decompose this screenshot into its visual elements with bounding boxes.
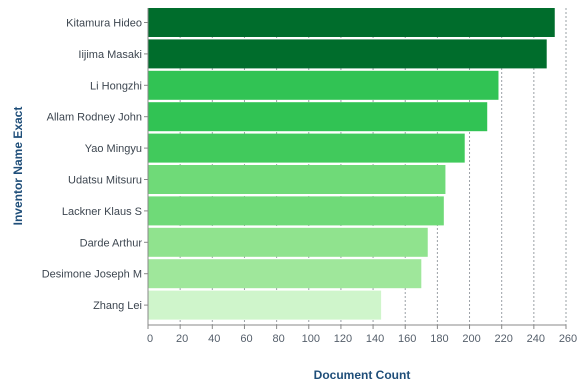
- x-tick-label: 260: [559, 333, 577, 345]
- bar: [148, 102, 488, 132]
- category-label: Zhang Lei: [93, 300, 142, 312]
- category-label: Li Hongzhi: [90, 80, 142, 92]
- category-label: Desimone Joseph M: [42, 269, 142, 281]
- x-tick-label: 180: [430, 333, 448, 345]
- bar: [148, 259, 422, 289]
- bar: [148, 39, 547, 69]
- category-label: Lackner Klaus S: [62, 206, 142, 218]
- x-tick-label: 120: [334, 333, 352, 345]
- category-label: Kitamura Hideo: [66, 18, 142, 30]
- bar: [148, 196, 444, 226]
- x-tick-label: 140: [366, 333, 384, 345]
- x-tick-label: 80: [272, 333, 284, 345]
- bar-layer: [148, 8, 555, 320]
- x-tick-label: 160: [398, 333, 416, 345]
- x-tick-label: 240: [527, 333, 545, 345]
- axis-layer: 0 20 40 60 80 100 120 140 160 180 200 220 240 260 Kita…: [42, 8, 577, 345]
- bar: [148, 290, 382, 320]
- category-label: Darde Arthur: [80, 237, 143, 249]
- x-tick-label: 60: [240, 333, 252, 345]
- bar: [148, 165, 446, 194]
- category-label: Iijima Masaki: [78, 49, 142, 61]
- x-axis-title: Document Count: [314, 368, 411, 381]
- x-tick-label: 20: [176, 333, 188, 345]
- x-tick-label: 0: [147, 333, 153, 345]
- category-label: Udatsu Mitsuru: [68, 175, 142, 187]
- x-tick-label: 100: [302, 333, 320, 345]
- x-tick-label: 220: [495, 333, 513, 345]
- x-tick-label: 200: [462, 333, 480, 345]
- x-tick-label: 40: [208, 333, 220, 345]
- bar: [148, 133, 465, 163]
- bar: [148, 70, 499, 100]
- y-axis-title: Inventor Name Exact: [11, 107, 25, 226]
- bar: [148, 227, 428, 257]
- bar: [148, 8, 555, 37]
- category-label: Allam Rodney John: [47, 112, 142, 124]
- category-label: Yao Mingyu: [85, 143, 142, 155]
